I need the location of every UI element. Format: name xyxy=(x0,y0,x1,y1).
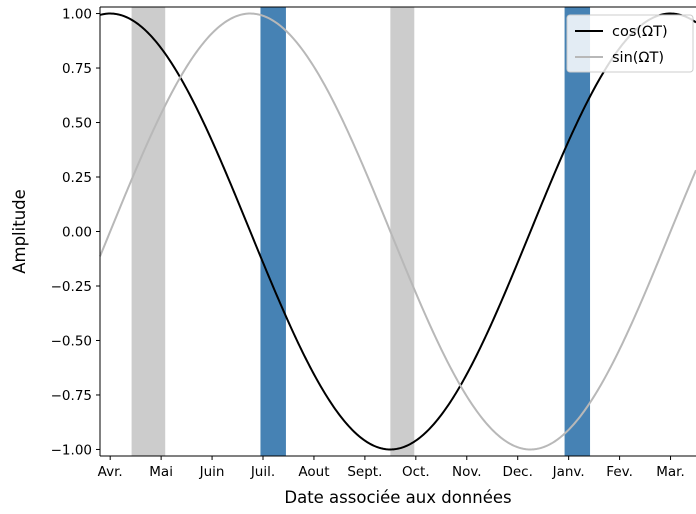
y-tick-label-8: −1.00 xyxy=(51,442,92,458)
x-tick-label-0: Avr. xyxy=(98,464,123,480)
series-lines xyxy=(99,12,696,451)
highlight-bands xyxy=(131,7,591,456)
y-tick-label-1: 0.75 xyxy=(62,61,92,77)
x-tick-label-3: Juil. xyxy=(250,464,275,480)
y-axis-ticks: 1.00 0.75 0.50 0.25 0.00 −0.25 −0.50 −0.75 −1.00 xyxy=(51,7,100,458)
y-tick-label-2: 0.50 xyxy=(62,116,92,132)
y-axis-label: Amplitude xyxy=(10,189,29,274)
band-3 xyxy=(564,7,591,456)
band-0 xyxy=(131,7,166,456)
y-tick-label-3: 0.25 xyxy=(62,170,92,186)
x-tick-label-2: Juin xyxy=(199,464,225,480)
legend-label-cos: cos(ΩT) xyxy=(612,24,668,40)
band-2 xyxy=(390,7,415,456)
y-tick-label-0: 1.00 xyxy=(62,7,92,23)
y-tick-label-4: 0.00 xyxy=(62,225,92,241)
y-tick-label-5: −0.25 xyxy=(51,279,92,295)
legend-label-sin: sin(ΩT) xyxy=(612,50,664,66)
x-axis-ticks: Avr. Mai Juin Juil. Aout Sept. Oct. Nov. Dec. Jan… xyxy=(98,456,685,480)
x-tick-label-4: Aout xyxy=(298,464,329,480)
x-axis-label: Date associée aux données xyxy=(284,488,511,507)
x-tick-label-1: Mai xyxy=(149,464,173,480)
x-tick-label-11: Mar. xyxy=(656,464,685,480)
band-1 xyxy=(260,7,286,456)
x-tick-label-5: Sept. xyxy=(347,464,382,480)
x-tick-label-8: Dec. xyxy=(502,464,532,480)
y-tick-label-7: −0.75 xyxy=(51,388,92,404)
series-line-sin xyxy=(99,12,696,451)
x-tick-label-9: Janv. xyxy=(552,464,585,480)
x-tick-label-7: Nov. xyxy=(452,464,482,480)
x-tick-label-10: Fev. xyxy=(606,464,633,480)
y-tick-label-6: −0.50 xyxy=(51,333,92,349)
series-line-cos xyxy=(99,12,696,451)
x-tick-label-6: Oct. xyxy=(402,464,430,480)
legend: cos(ΩT) sin(ΩT) xyxy=(566,14,694,73)
